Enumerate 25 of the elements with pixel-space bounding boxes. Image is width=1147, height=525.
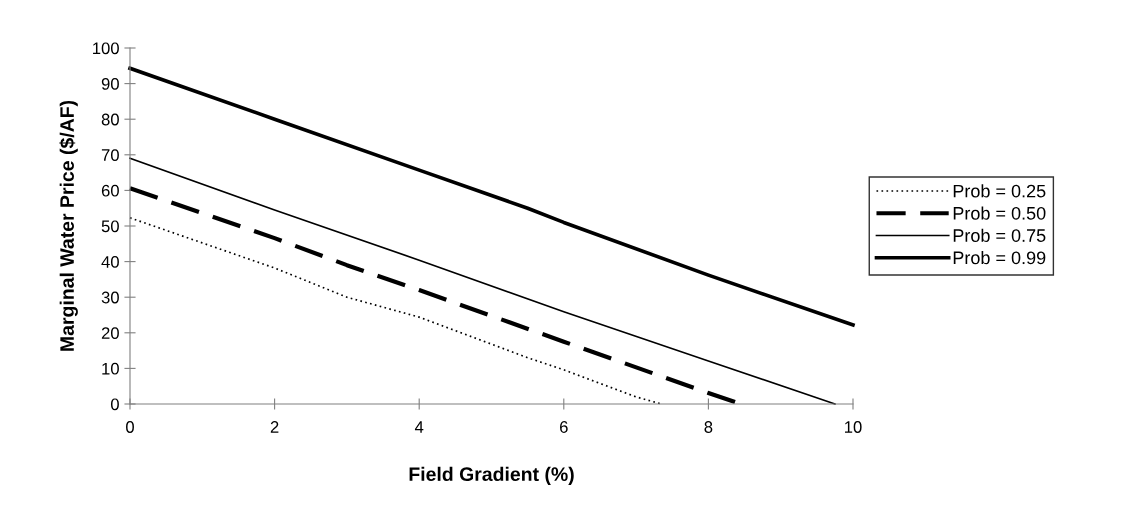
x-tick-label: 6 [560,421,568,433]
y-tick-label: 40 [101,256,119,268]
line-series [129,157,836,405]
y-tick-label: 30 [101,291,119,304]
y-tick-label: 100 [93,42,119,55]
x-tick-label: 10 [845,421,862,433]
y-axis-title: Marginal Water Price ($/AF) [59,100,78,351]
legend-label: Prob = 0.50 [953,206,1046,220]
x-axis-title: Field Gradient (%) [409,466,574,485]
y-tick-label: 90 [101,78,119,90]
y-tick-label: 0 [110,398,119,411]
y-tick-label: 20 [101,327,119,339]
line-series [128,66,855,327]
legend-label: Prob = 0.75 [953,228,1046,242]
x-tick-label: 2 [270,421,279,433]
y-tick-label: 10 [102,362,119,375]
x-tick-label: 4 [414,421,424,433]
legend-label: Prob = 0.99 [953,250,1046,265]
x-tick-label: 8 [704,421,713,433]
y-tick-label: 70 [101,149,119,161]
y-tick-label: 60 [101,184,119,197]
y-tick-label: 50 [101,220,119,233]
x-tick-label: 0 [126,421,134,433]
y-tick-label: 80 [101,113,119,126]
legend-label: Prob = 0.25 [953,184,1046,198]
